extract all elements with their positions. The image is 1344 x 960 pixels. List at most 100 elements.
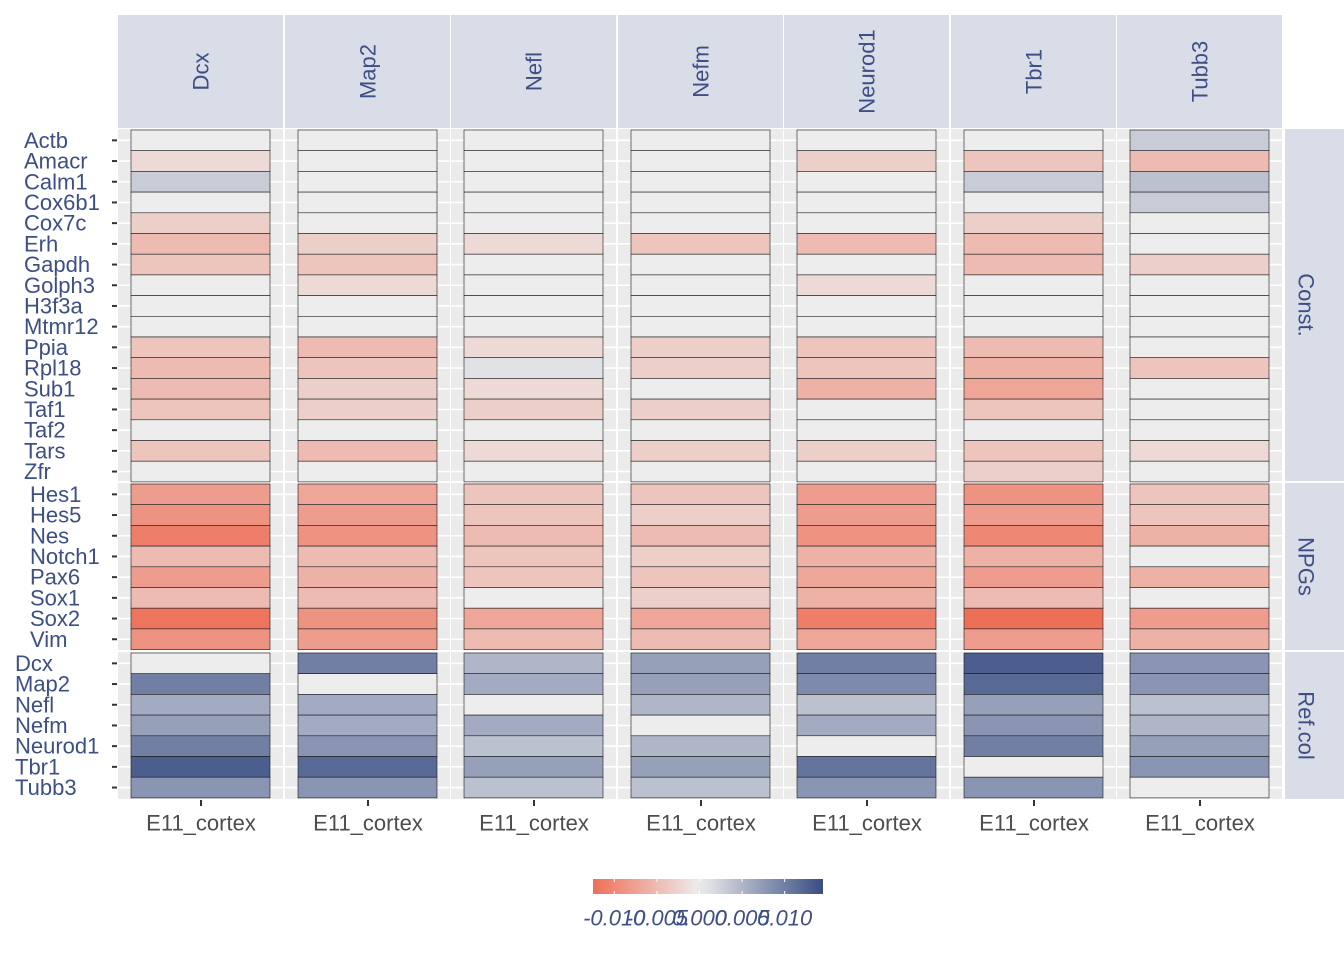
row-label: Tbr1 xyxy=(15,754,60,779)
row-label: Taf2 xyxy=(24,418,66,443)
heat-cell xyxy=(463,171,604,193)
heat-cell xyxy=(297,460,438,483)
row-label: Nefl xyxy=(15,692,54,717)
heat-cell xyxy=(130,735,271,757)
x-tick-label: E11_cortex xyxy=(979,811,1089,836)
heat-cell xyxy=(297,419,438,441)
heat-cell xyxy=(630,673,771,695)
heat-cell xyxy=(796,673,937,695)
heat-cell xyxy=(963,525,1104,547)
heat-cell xyxy=(963,440,1104,462)
heat-cell xyxy=(796,295,937,317)
heat-cell xyxy=(463,212,604,234)
row-label: Neurod1 xyxy=(15,734,99,759)
heat-cell xyxy=(130,525,271,547)
heat-cell xyxy=(1129,295,1270,317)
row-label: Sox1 xyxy=(30,585,80,610)
heat-cell xyxy=(297,398,438,421)
heat-cell xyxy=(1129,378,1270,400)
heat-cell xyxy=(297,295,438,317)
heat-cell xyxy=(963,628,1104,650)
legend-tick-label: -0.010 xyxy=(583,906,646,931)
legend-tick-label: -0.005 xyxy=(626,906,689,931)
heat-cell xyxy=(130,233,271,255)
heat-cell xyxy=(630,378,771,400)
row-label: Map2 xyxy=(15,672,70,697)
heat-cell xyxy=(1129,776,1270,799)
heat-cell xyxy=(297,483,438,506)
heat-cell xyxy=(297,357,438,379)
heat-cell xyxy=(297,150,438,172)
row-label: H3f3a xyxy=(24,293,83,318)
heat-cell xyxy=(1129,714,1270,737)
heat-cell xyxy=(463,545,604,568)
heat-cell xyxy=(130,440,271,462)
row-label: Dcx xyxy=(15,651,53,676)
heat-cell xyxy=(1129,628,1270,650)
row-label: Sub1 xyxy=(24,376,75,401)
heat-cell xyxy=(630,566,771,588)
row-label: Cox7c xyxy=(24,211,86,236)
heat-cell xyxy=(297,714,438,737)
heat-cell xyxy=(630,419,771,441)
heat-cell xyxy=(630,756,771,778)
heat-cell xyxy=(630,150,771,172)
heat-cell xyxy=(297,587,438,609)
row-label: Sox2 xyxy=(30,606,80,631)
heat-cell xyxy=(297,628,438,650)
heat-cell xyxy=(963,776,1104,799)
heat-cell xyxy=(130,652,271,675)
heat-cell xyxy=(630,776,771,799)
heat-cell xyxy=(130,315,271,338)
row-label: Nes xyxy=(30,523,69,548)
heat-cell xyxy=(630,233,771,255)
heat-cell xyxy=(796,504,937,526)
x-tick-label: E11_cortex xyxy=(146,811,256,836)
heat-cell xyxy=(963,129,1104,152)
row-label: Golph3 xyxy=(24,273,95,298)
row-label: Erh xyxy=(24,231,58,256)
heat-cell xyxy=(297,504,438,526)
heat-cell xyxy=(130,150,271,172)
group-label-1: NPGs xyxy=(1294,537,1319,596)
heat-cell xyxy=(630,398,771,421)
heat-cell xyxy=(630,628,771,650)
heat-cell xyxy=(963,566,1104,588)
heat-cell xyxy=(130,191,271,214)
heat-cell xyxy=(130,419,271,441)
heat-cell xyxy=(796,233,937,255)
legend-tick-label: 0.010 xyxy=(757,906,813,931)
heat-cell xyxy=(297,525,438,547)
heat-cell xyxy=(796,776,937,799)
heat-cell xyxy=(796,587,937,609)
heat-cell xyxy=(463,673,604,695)
heat-cell xyxy=(463,694,604,716)
heat-cell xyxy=(796,628,937,650)
heat-cell xyxy=(130,694,271,716)
heat-cell xyxy=(297,378,438,400)
heat-cell xyxy=(1129,587,1270,609)
heat-cell xyxy=(1129,336,1270,359)
heat-cell xyxy=(963,419,1104,441)
row-label: Notch1 xyxy=(30,544,100,569)
heat-cell xyxy=(963,714,1104,737)
heat-cell xyxy=(1129,460,1270,483)
heat-cell xyxy=(463,398,604,421)
heat-cell xyxy=(796,483,937,506)
heat-cell xyxy=(130,398,271,421)
heat-cell xyxy=(1129,191,1270,214)
heat-cell xyxy=(297,212,438,234)
heat-cell xyxy=(463,440,604,462)
heat-cell xyxy=(796,440,937,462)
heat-cell xyxy=(630,440,771,462)
heat-cell xyxy=(796,171,937,193)
heat-cell xyxy=(463,336,604,359)
heat-cell xyxy=(630,694,771,716)
heat-cell xyxy=(796,735,937,757)
heat-cell xyxy=(963,274,1104,296)
column-strip-nefl xyxy=(451,15,616,128)
column-label-tubb3: Tubb3 xyxy=(1188,41,1213,103)
heat-cell xyxy=(796,566,937,588)
heat-cell xyxy=(963,233,1104,255)
